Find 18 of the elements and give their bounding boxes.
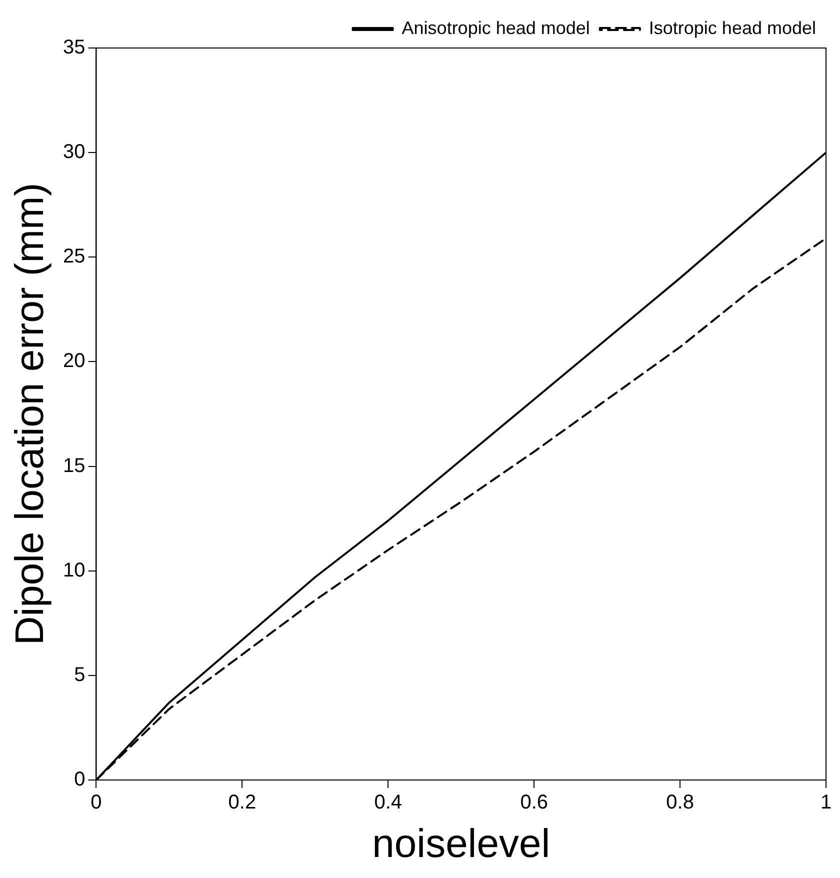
x-tick-label: 0.4 [374, 792, 402, 814]
y-tick-label: 0 [74, 768, 86, 791]
legend-label: Anisotropic head model [402, 18, 590, 38]
y-tick-label: 35 [62, 36, 86, 59]
y-tick-label: 20 [62, 350, 86, 372]
x-tick-label: 0.6 [520, 792, 548, 814]
y-tick-label: 30 [62, 141, 86, 164]
x-tick-label: 0.2 [228, 792, 256, 814]
y-tick-label: 25 [62, 246, 86, 268]
y-tick-label: 15 [62, 454, 86, 477]
legend-label: Isotropic head model [648, 18, 816, 38]
x-tick-label: 0 [90, 792, 102, 814]
x-axis-title: noiselevel [372, 822, 550, 866]
y-tick-label: 10 [62, 559, 86, 582]
y-tick-label: 5 [74, 664, 86, 686]
x-tick-label: 0.8 [666, 792, 694, 814]
y-axis-title: Dipole location error (mm) [8, 182, 52, 646]
x-tick-label: 1 [820, 792, 832, 814]
